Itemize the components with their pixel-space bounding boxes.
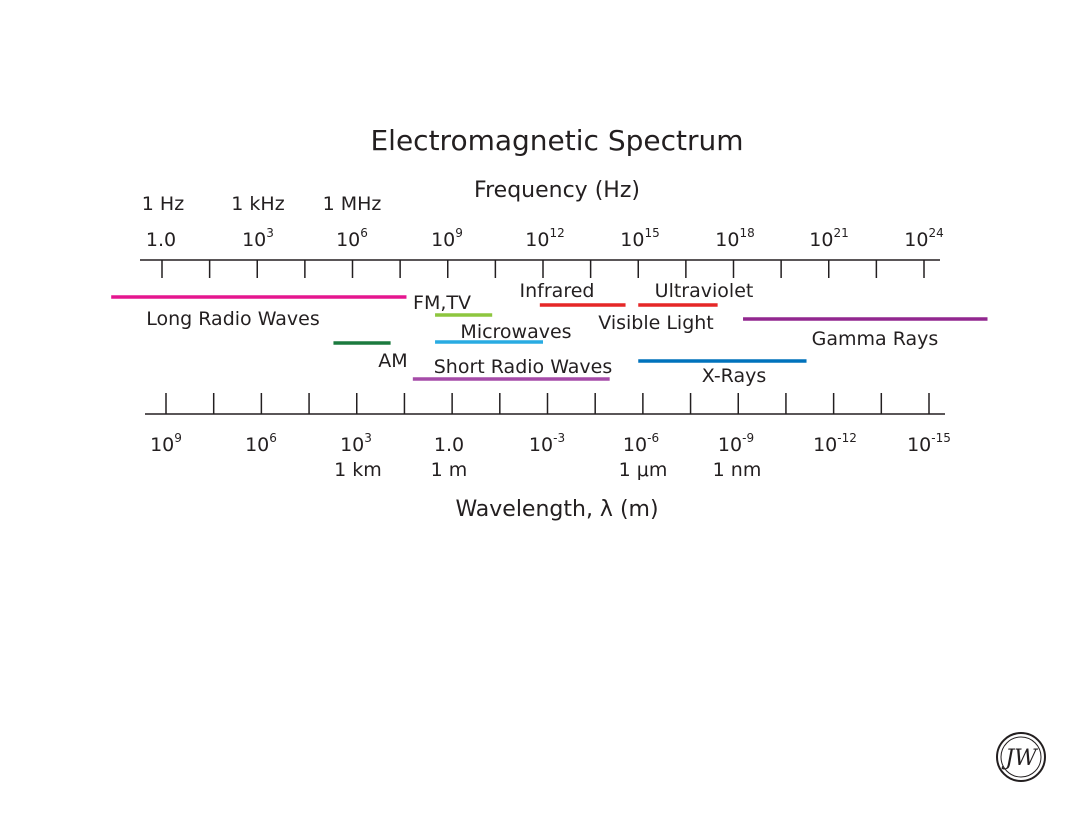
freq-tick-label-8: 1024 bbox=[904, 226, 943, 251]
frequency-tick-labels: 1.0 103 106 109 1012 1015 1018 1021 1024 bbox=[146, 226, 944, 251]
band-label-am: AM bbox=[378, 350, 407, 372]
wave-tick-label-1: 106 bbox=[245, 431, 277, 456]
freq-unit-label-hz: 1 Hz bbox=[142, 193, 184, 215]
wave-tick-label-8: 10-15 bbox=[907, 431, 951, 456]
wave-tick-label-4: 10-3 bbox=[529, 431, 565, 456]
wave-unit-label-nm: 1 nm bbox=[713, 459, 762, 481]
band-label-short-radio-waves: Short Radio Waves bbox=[434, 356, 613, 378]
wave-tick-label-6: 10-9 bbox=[718, 431, 754, 456]
wave-unit-label-km: 1 km bbox=[334, 459, 382, 481]
wiley-logo-icon: JW bbox=[996, 732, 1046, 782]
band-label-x-rays: X-Rays bbox=[702, 365, 767, 387]
freq-tick-label-6: 1018 bbox=[715, 226, 754, 251]
wave-tick-label-2: 103 bbox=[340, 431, 372, 456]
freq-tick-label-7: 1021 bbox=[809, 226, 848, 251]
frequency-axis bbox=[140, 259, 940, 278]
wavelength-tick-labels: 109 106 103 1.0 10-3 10-6 10-9 10-12 10-… bbox=[150, 431, 951, 456]
wavelength-axis-ticks bbox=[165, 393, 930, 414]
wavelength-axis-title: Wavelength, λ (m) bbox=[455, 497, 658, 522]
band-label-visible-light: Visible Light bbox=[598, 312, 714, 334]
freq-tick-label-4: 1012 bbox=[525, 226, 564, 251]
frequency-axis-title: Frequency (Hz) bbox=[474, 178, 640, 203]
wave-tick-label-3: 1.0 bbox=[434, 434, 464, 456]
band-label-ultraviolet: Ultraviolet bbox=[655, 280, 754, 302]
frequency-axis-ticks bbox=[161, 260, 925, 278]
band-label-fm-tv: FM,TV bbox=[413, 292, 471, 314]
band-label-microwaves: Microwaves bbox=[460, 321, 571, 343]
logo-text: JW bbox=[1001, 746, 1039, 771]
wavelength-axis bbox=[145, 393, 945, 415]
diagram-title: Electromagnetic Spectrum bbox=[370, 124, 743, 157]
freq-tick-label-2: 106 bbox=[336, 226, 368, 251]
band-labels: Long Radio Waves FM,TV AM Microwaves Sho… bbox=[146, 280, 938, 387]
band-lines bbox=[111, 295, 988, 381]
freq-unit-label-mhz: 1 MHz bbox=[323, 193, 382, 215]
freq-tick-label-5: 1015 bbox=[620, 226, 659, 251]
band-label-gamma-rays: Gamma Rays bbox=[812, 328, 939, 350]
wave-unit-label-um: 1 μm bbox=[619, 459, 668, 481]
freq-tick-label-1: 103 bbox=[242, 226, 274, 251]
freq-unit-label-khz: 1 kHz bbox=[231, 193, 284, 215]
wave-tick-label-0: 109 bbox=[150, 431, 182, 456]
wave-tick-label-7: 10-12 bbox=[813, 431, 857, 456]
wave-tick-label-5: 10-6 bbox=[623, 431, 659, 456]
band-label-infrared: Infrared bbox=[520, 280, 595, 302]
freq-tick-label-0: 1.0 bbox=[146, 229, 176, 251]
wave-unit-label-m: 1 m bbox=[431, 459, 468, 481]
freq-tick-label-3: 109 bbox=[431, 226, 463, 251]
band-label-long-radio-waves: Long Radio Waves bbox=[146, 308, 320, 330]
